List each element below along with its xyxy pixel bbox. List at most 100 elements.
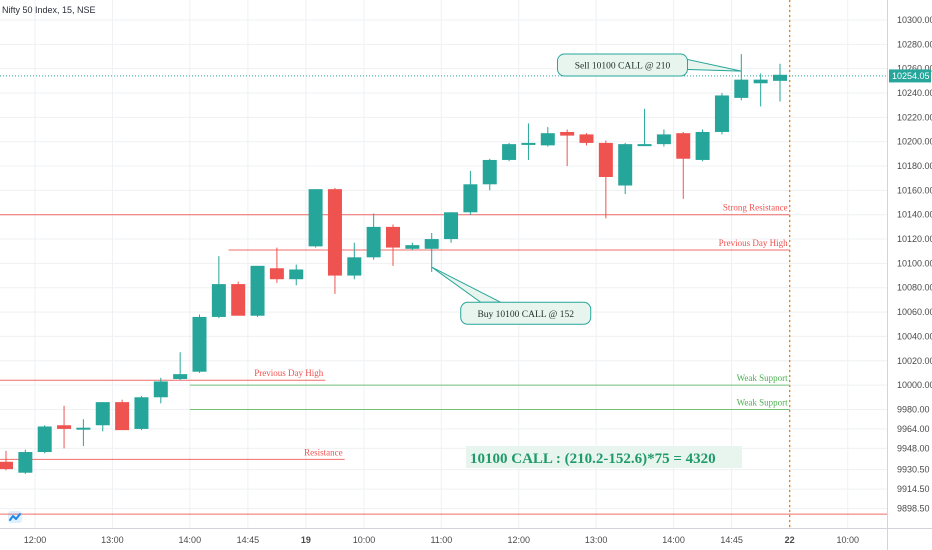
level-label: Weak Support [737, 397, 789, 407]
candle-body [714, 95, 729, 132]
candle[interactable] [598, 140, 613, 219]
candle[interactable] [37, 425, 52, 454]
grid [0, 0, 887, 528]
time-tick-label: 12:00 [508, 535, 531, 545]
candle[interactable] [173, 352, 188, 381]
price-tick-label: 10180.00 [897, 161, 932, 171]
candle-body [211, 284, 226, 317]
candle[interactable] [424, 232, 439, 272]
candle[interactable] [231, 281, 246, 316]
candle-body [734, 79, 749, 98]
candle[interactable] [444, 212, 459, 243]
time-tick-label: 10:00 [353, 535, 376, 545]
candle[interactable] [540, 127, 555, 147]
candle-body [366, 226, 381, 258]
time-tick-label: 13:00 [101, 535, 124, 545]
candle[interactable] [289, 264, 304, 286]
candle-body [424, 239, 439, 249]
candle[interactable] [734, 54, 749, 101]
candle-body [115, 402, 130, 431]
candle-body [656, 134, 671, 145]
candle-body [289, 269, 304, 280]
candle-body [134, 397, 149, 429]
candle[interactable] [115, 399, 130, 431]
candle[interactable] [57, 405, 72, 449]
candle-body [173, 374, 188, 380]
candle[interactable] [366, 213, 381, 260]
candle-body [540, 133, 555, 146]
candle[interactable] [482, 158, 497, 191]
current-price-tag[interactable]: 10254.05 [889, 69, 931, 83]
candle[interactable] [773, 63, 787, 102]
candle-body [76, 427, 91, 430]
time-tick-label: 10:00 [836, 535, 859, 545]
callout-box [556, 53, 688, 77]
trade-callout[interactable]: Sell 10100 CALL @ 210 [556, 53, 742, 77]
price-tick-label: 9930.50 [897, 465, 930, 475]
candle[interactable] [134, 396, 149, 431]
time-tick-label: 19 [301, 535, 311, 545]
time-tick-label: 12:00 [24, 535, 47, 545]
candle[interactable] [753, 73, 768, 107]
trade-callout[interactable]: Buy 10100 CALL @ 152 [431, 266, 592, 325]
price-tick-label: 10160.00 [897, 185, 932, 195]
price-tick-label: 10100.00 [897, 258, 932, 268]
candle-body [502, 144, 517, 160]
candle[interactable] [308, 189, 323, 248]
candle-body [18, 452, 33, 473]
candle-body [269, 268, 284, 280]
time-tick-label: 14:45 [237, 535, 260, 545]
candle[interactable] [695, 129, 710, 162]
candle[interactable] [463, 170, 478, 215]
time-tick-label: 13:00 [585, 535, 608, 545]
time-tick-label: 14:00 [662, 535, 685, 545]
candle[interactable] [192, 314, 207, 373]
level-label: Strong Resistance [723, 203, 788, 213]
candle[interactable] [637, 108, 652, 147]
candle-body [0, 461, 13, 470]
candle-body [598, 142, 613, 177]
candle[interactable] [521, 123, 536, 160]
candle[interactable] [327, 187, 342, 294]
price-tick-label: 9948.00 [897, 443, 930, 453]
candle-body [37, 426, 52, 453]
price-tick-label: 10260.00 [897, 64, 932, 74]
candle[interactable] [211, 256, 226, 319]
chart-title: Nifty 50 Index, 15, NSE [2, 5, 96, 15]
candle[interactable] [405, 242, 420, 251]
candle[interactable] [579, 133, 594, 146]
price-axis: 10300.00 10280.00 10260.00 10240.00 10220.00… [887, 0, 932, 550]
time-tick-label: 11:00 [430, 535, 452, 545]
candle[interactable] [18, 449, 33, 474]
candle[interactable] [386, 224, 400, 266]
candle[interactable] [656, 129, 671, 147]
candle-body [444, 212, 459, 240]
summary-text: 10100 CALL : (210.2-152.6)*75 = 4320 [470, 451, 716, 467]
candle[interactable] [250, 265, 265, 317]
candle-body [463, 184, 478, 213]
candle[interactable] [76, 419, 91, 446]
time-tick-label: 22 [785, 535, 795, 545]
candle-body [773, 74, 787, 81]
summary-box: 10100 CALL : (210.2-152.6)*75 = 4320 [466, 446, 742, 468]
callout-pointer [431, 266, 501, 303]
level-label: Weak Support [737, 373, 789, 383]
candle[interactable] [347, 242, 362, 280]
candle[interactable] [95, 402, 110, 432]
candle[interactable] [618, 142, 633, 195]
candle[interactable] [0, 450, 13, 471]
callout-text: Sell 10100 CALL @ 210 [575, 62, 671, 72]
price-tick-label: 9980.00 [897, 404, 930, 414]
candle[interactable] [560, 129, 575, 167]
candle[interactable] [153, 377, 168, 404]
candle[interactable] [676, 131, 691, 199]
candle-body [386, 226, 400, 248]
candle[interactable] [502, 142, 517, 162]
candle[interactable] [269, 247, 284, 283]
candle-body [192, 316, 207, 372]
candle-body [695, 131, 710, 160]
candle-body [560, 131, 575, 136]
candle[interactable] [714, 93, 729, 135]
level-label: Previous Day High [719, 238, 788, 248]
